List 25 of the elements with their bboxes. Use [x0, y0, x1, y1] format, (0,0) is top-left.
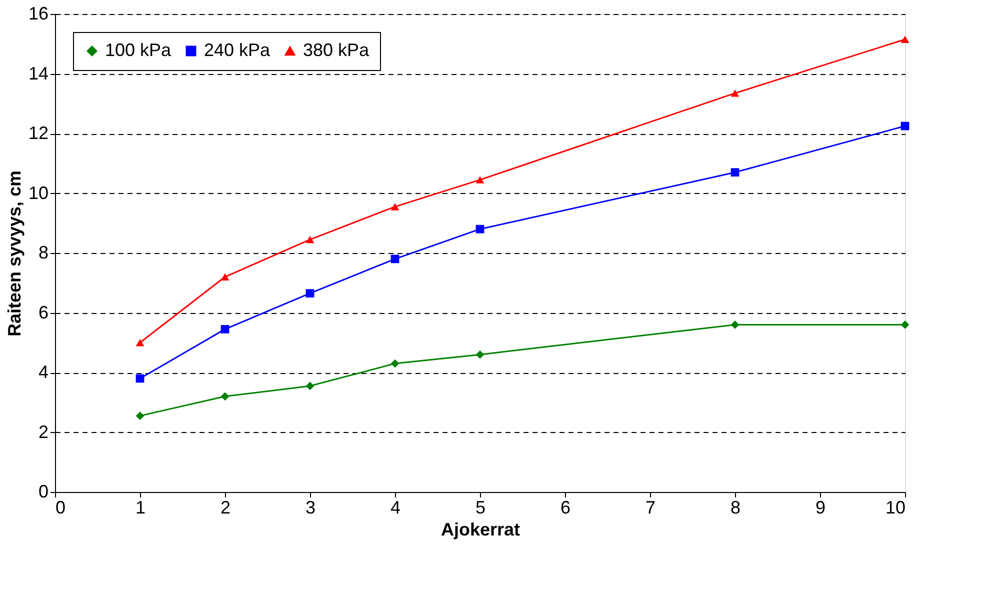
y-tick-label: 12 [28, 123, 48, 143]
legend-label: 100 kPa [105, 40, 172, 60]
y-tick-label: 10 [28, 182, 48, 203]
legend-label: 380 kPa [303, 40, 370, 60]
x-tick-label: 10 [885, 498, 906, 518]
x-tick-label: 7 [645, 498, 656, 518]
legend-label: 240 kPa [204, 40, 272, 60]
x-axis-title: Ajokerrat [440, 520, 520, 540]
x-tick-label: 2 [220, 498, 231, 518]
x-tick-label: 6 [560, 498, 571, 518]
y-tick-label: 2 [38, 422, 48, 442]
y-tick-label: 16 [28, 4, 48, 24]
y-tick-label: 8 [38, 242, 48, 262]
x-tick-label: 4 [390, 498, 401, 518]
x-tick-label: 0 [56, 498, 66, 518]
y-tick-label: 0 [38, 482, 48, 502]
y-tick-label: 6 [38, 302, 48, 322]
x-tick-label: 1 [135, 498, 146, 518]
y-tick-label: 14 [28, 63, 48, 84]
y-tick-label: 4 [38, 362, 48, 382]
x-tick-label: 5 [475, 498, 486, 518]
x-tick-label: 9 [815, 498, 826, 518]
x-tick-label: 8 [730, 498, 741, 518]
y-axis-title: Raiteen syvyys, cm [4, 170, 24, 337]
x-tick-label: 3 [305, 498, 316, 518]
